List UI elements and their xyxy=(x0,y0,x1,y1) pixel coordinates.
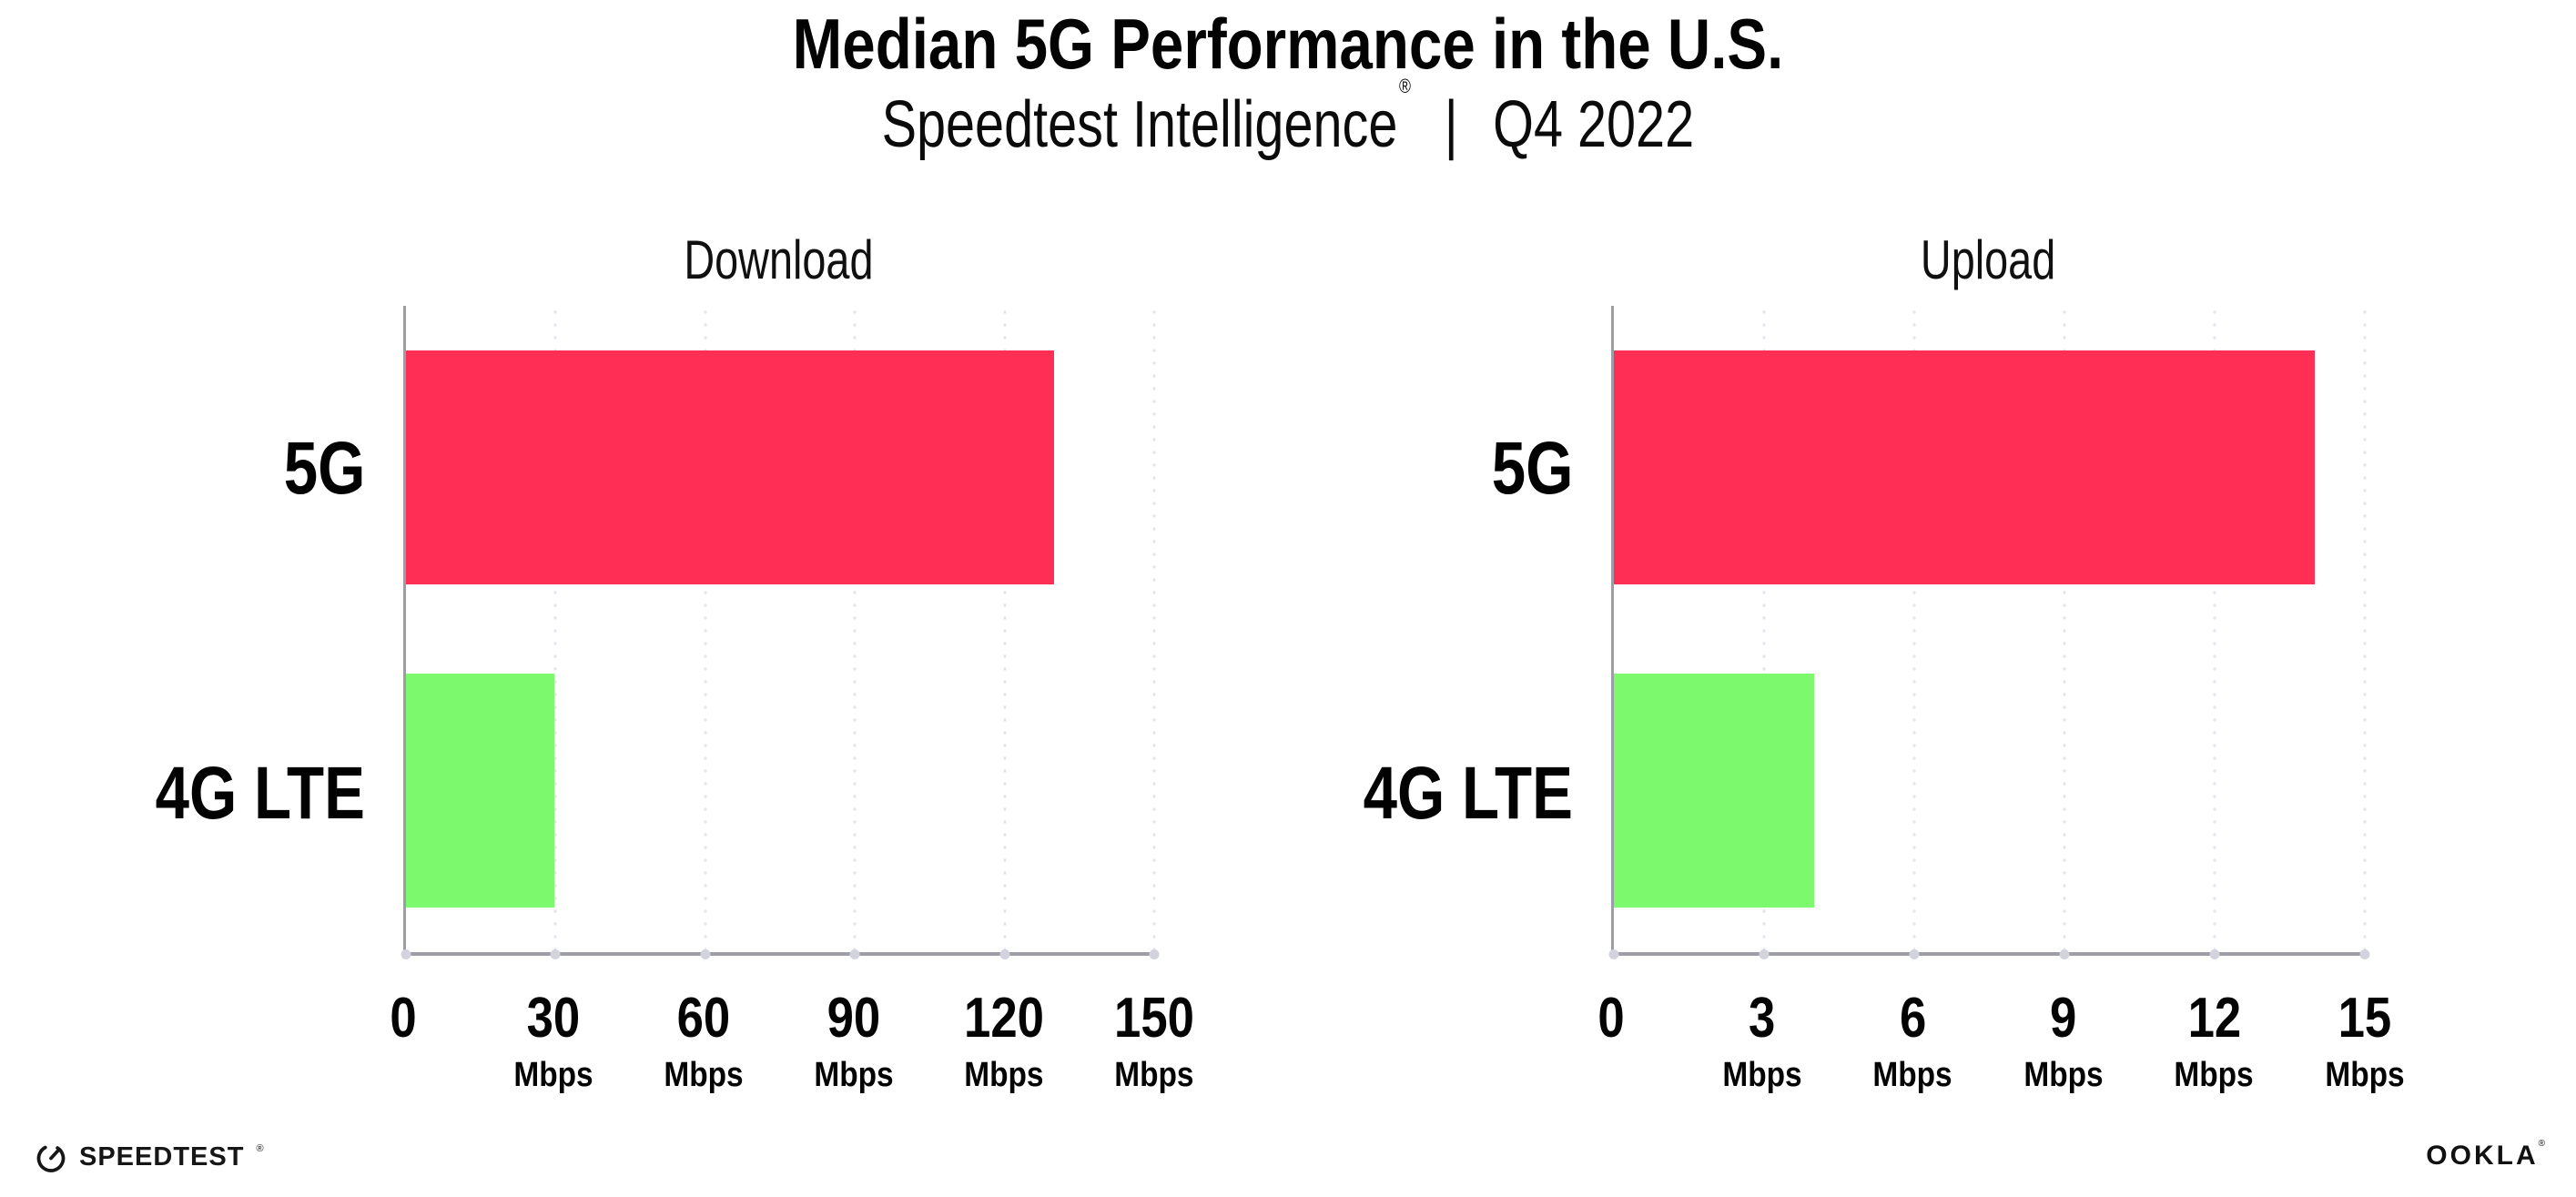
speedtest-logo: SPEEDTEST ® xyxy=(35,1141,264,1173)
upload-chart-title-text: Upload xyxy=(1920,229,2056,290)
x-tick-unit-9: Mbps xyxy=(2023,1056,2104,1094)
x-tick-value-90: 90 xyxy=(827,987,881,1050)
x-tick-0: 0 xyxy=(388,990,419,1047)
x-tick-30: 30 Mbps xyxy=(508,987,598,1094)
bar-band-4g-lte xyxy=(1614,629,2365,952)
axis-tick-dot-0 xyxy=(1608,949,1619,959)
x-tick-3: 3 Mbps xyxy=(1717,987,1807,1094)
x-tick-value-6: 6 xyxy=(1899,987,1926,1050)
gridline-6 xyxy=(1912,306,1916,952)
axis-tick-dot-0 xyxy=(401,949,411,959)
gridline-12 xyxy=(2213,306,2216,952)
download-chart-title-text: Download xyxy=(684,229,874,290)
category-label-4g-lte: 4G LTE xyxy=(1363,751,1573,835)
axis-tick-dot-150 xyxy=(1149,949,1160,959)
axis-tick-dot-15 xyxy=(2359,949,2370,959)
subtitle-brand: Speedtest Intelligence xyxy=(881,87,1398,161)
x-tick-value-60: 60 xyxy=(676,987,731,1050)
registered-mark: ® xyxy=(1399,74,1412,97)
bar-band-5g xyxy=(406,306,1154,629)
page-title-text: Median 5G Performance in the U.S. xyxy=(792,4,1784,84)
x-tick-6: 6 Mbps xyxy=(1868,987,1958,1094)
upload-chart: Upload 5G 4G LTE 0 3 Mbps 6 Mbps 9 Mbps 12 Mbps 15… xyxy=(1335,226,2405,1111)
category-label-5g: 5G xyxy=(1491,426,1573,510)
x-tick-9: 9 Mbps xyxy=(2018,987,2108,1094)
x-tick-unit-15: Mbps xyxy=(2325,1056,2405,1094)
speedtest-gauge-icon xyxy=(36,1144,66,1172)
bar-band-4g-lte xyxy=(406,629,1154,952)
axis-tick-dot-60 xyxy=(700,949,711,959)
download-chart: Download 5G 4G LTE 0 30 Mbps 60 Mbps 90 Mbps 120… xyxy=(127,226,1194,1111)
speedtest-wordmark: SPEEDTEST xyxy=(79,1141,245,1172)
x-tick-unit-12: Mbps xyxy=(2174,1056,2255,1094)
upload-plot-area xyxy=(1608,306,2370,959)
x-tick-unit-30: Mbps xyxy=(513,1056,593,1094)
x-tick-150: 150 Mbps xyxy=(1107,987,1201,1094)
x-tick-unit-6: Mbps xyxy=(1872,1056,1952,1094)
x-tick-value-0: 0 xyxy=(1597,987,1625,1050)
x-tick-value-12: 12 xyxy=(2187,987,2241,1050)
gridline-90 xyxy=(853,306,857,952)
x-tick-15: 15 Mbps xyxy=(2319,987,2409,1094)
x-tick-value-120: 120 xyxy=(964,987,1044,1050)
gridline-120 xyxy=(1003,306,1007,952)
x-tick-unit-3: Mbps xyxy=(1721,1056,1802,1094)
x-tick-90: 90 Mbps xyxy=(808,987,898,1094)
gridline-3 xyxy=(1762,306,1766,952)
bar-5g xyxy=(1614,350,2315,584)
x-tick-unit-60: Mbps xyxy=(664,1056,744,1094)
download-chart-title: Download xyxy=(403,226,1154,306)
subtitle-period: Q4 2022 xyxy=(1493,87,1695,161)
upload-category-labels: 5G 4G LTE xyxy=(1335,306,1611,956)
gridline-15 xyxy=(2363,306,2367,952)
ookla-logo: OOKLA ® xyxy=(2426,1139,2545,1172)
category-label-4g-lte: 4G LTE xyxy=(155,751,365,835)
x-tick-value-3: 3 xyxy=(1748,987,1776,1050)
page-title: Median 5G Performance in the U.S. xyxy=(0,4,2576,84)
axis-tick-dot-30 xyxy=(550,949,561,959)
upload-x-axis: 0 3 Mbps 6 Mbps 9 Mbps 12 Mbps 15 Mbps xyxy=(1597,956,2404,1111)
x-tick-0: 0 xyxy=(1596,990,1627,1047)
axis-tick-dot-3 xyxy=(1759,949,1770,959)
subtitle-separator: | xyxy=(1444,87,1458,161)
bar-4g-lte xyxy=(406,674,554,908)
x-tick-value-15: 15 xyxy=(2338,987,2392,1050)
gridline-30 xyxy=(553,306,557,952)
x-tick-value-30: 30 xyxy=(526,987,581,1050)
x-tick-60: 60 Mbps xyxy=(658,987,748,1094)
x-tick-unit-150: Mbps xyxy=(1114,1056,1194,1094)
axis-tick-dot-9 xyxy=(2059,949,2070,959)
x-tick-value-0: 0 xyxy=(390,987,417,1050)
page-subtitle: Speedtest Intelligence® | Q4 2022 xyxy=(0,76,2576,161)
x-tick-unit-90: Mbps xyxy=(814,1056,894,1094)
header: Median 5G Performance in the U.S. Speedt… xyxy=(0,0,2576,159)
x-tick-value-150: 150 xyxy=(1114,987,1194,1050)
bar-band-5g xyxy=(1614,306,2365,629)
download-plot-area xyxy=(401,306,1160,959)
page-subtitle-text: Speedtest Intelligence® | Q4 2022 xyxy=(881,76,1695,161)
axis-tick-dot-6 xyxy=(1909,949,1920,959)
gridline-150 xyxy=(1152,306,1156,952)
x-tick-value-9: 9 xyxy=(2050,987,2077,1050)
x-tick-12: 12 Mbps xyxy=(2169,987,2259,1094)
download-category-labels: 5G 4G LTE xyxy=(127,306,403,956)
x-tick-120: 120 Mbps xyxy=(957,987,1050,1094)
axis-tick-dot-90 xyxy=(849,949,860,959)
category-label-5g: 5G xyxy=(283,426,365,510)
axis-tick-dot-12 xyxy=(2209,949,2220,959)
bar-4g-lte xyxy=(1614,674,1814,908)
x-tick-unit-120: Mbps xyxy=(964,1056,1044,1094)
speedtest-registered-mark: ® xyxy=(256,1143,264,1154)
ookla-registered-mark: ® xyxy=(2538,1139,2545,1149)
ookla-wordmark: OOKLA xyxy=(2426,1141,2539,1171)
gridline-60 xyxy=(704,306,707,952)
download-x-axis: 0 30 Mbps 60 Mbps 90 Mbps 120 Mbps 150 Mbps xyxy=(390,956,1194,1111)
bar-5g xyxy=(406,350,1055,584)
axis-tick-dot-120 xyxy=(999,949,1010,959)
upload-chart-title: Upload xyxy=(1611,226,2365,306)
gridline-9 xyxy=(2063,306,2066,952)
